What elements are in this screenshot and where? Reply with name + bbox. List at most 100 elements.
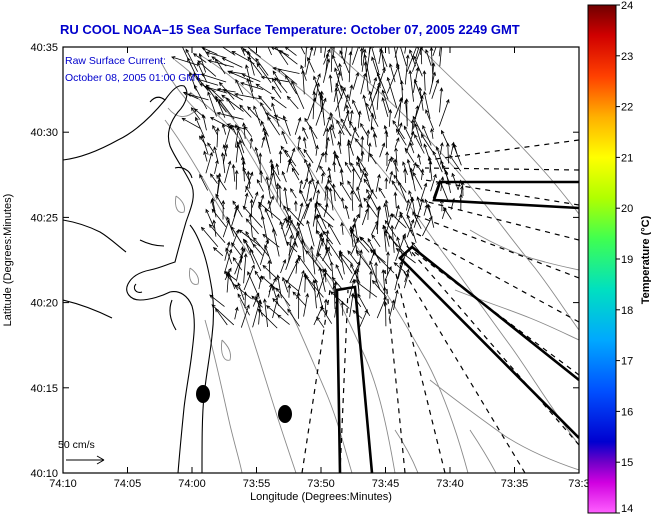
current-vector [261,120,269,137]
current-vector [260,238,269,265]
current-vector [284,149,297,167]
current-vector [412,115,424,136]
current-vector [265,176,271,199]
current-vector [457,179,462,191]
current-vector [347,250,358,265]
current-vector [275,182,280,203]
current-vector [303,292,309,317]
current-vector [348,84,354,101]
current-vector [403,125,414,145]
current-vector [280,259,287,274]
current-vector [211,208,227,228]
current-vector [439,47,442,67]
current-vector [422,124,432,146]
current-vector [254,146,261,165]
current-vector [369,153,377,165]
current-vector [277,314,290,325]
current-vector [357,249,363,271]
current-vector [220,152,226,174]
current-vector [323,115,331,137]
current-vector [285,75,297,95]
current-vector [366,194,371,208]
colorbar-ticks: 24 23 22 21 20 19 18 17 16 15 14 [616,0,633,515]
current-vector [221,47,236,56]
current-vector [340,300,345,316]
current-vector [234,247,246,275]
current-vector [390,224,395,253]
current-vector [388,235,405,253]
current-vector [252,243,263,256]
current-vector [257,308,278,329]
y-tick-label: 40:30 [30,127,58,139]
current-vector [192,53,207,63]
current-vector [409,142,415,154]
current-vector [413,55,423,77]
current-vector [292,291,307,307]
current-vector [190,107,201,120]
current-vector [430,127,434,139]
current-vector [349,229,370,253]
current-vector [207,59,235,68]
current-vector [390,156,399,172]
current-vector [325,127,330,149]
current-vector [297,254,316,280]
current-vector [351,167,356,193]
current-vector [382,224,387,252]
current-vector [328,187,334,211]
y-axis-ticks: 40:35 40:30 40:25 40:20 40:15 40:10 [30,42,579,480]
current-vector [420,133,434,154]
current-vector [404,98,409,127]
current-vector [394,260,403,291]
current-vector [367,142,372,162]
current-vector [249,137,254,149]
current-vector [381,89,390,112]
current-vector [281,130,288,145]
current-vector [350,190,354,211]
current-vector [243,291,248,309]
current-vector [252,236,270,257]
current-vector [247,47,262,58]
current-vector [392,180,398,191]
current-vector [431,78,440,99]
current-vector [214,159,219,174]
current-vector [340,84,352,110]
current-vector [261,135,266,148]
current-vector [216,111,244,120]
current-vector [185,48,198,72]
current-vector [248,213,253,238]
current-vector [275,287,291,307]
current-vector [242,47,261,66]
current-vector [272,286,279,306]
y-axis-label: Latitude (Degrees:Minutes) [2,194,14,327]
current-vector [221,94,244,112]
current-vector [240,304,250,328]
x-axis-label: Longitude (Degrees:Minutes) [250,491,392,503]
current-vector [257,201,281,221]
buoy-marker-south [278,405,292,423]
current-vector [331,276,344,291]
current-vector [343,47,348,65]
current-vector [213,146,219,162]
current-vector [224,124,232,146]
current-vector [348,51,353,83]
current-vector [340,197,345,209]
current-vector [195,78,219,86]
current-vector [264,244,273,264]
current-vectors [171,47,465,329]
current-vector [231,226,242,244]
current-vector [339,50,350,74]
current-vector [412,211,422,229]
current-vector [207,91,217,117]
map-area [63,47,579,473]
current-vector [245,185,254,199]
current-vector [379,142,386,158]
current-vector [394,137,400,148]
current-vector [284,279,300,292]
current-vector [181,117,201,129]
current-vector [222,89,244,101]
y-tick-label: 40:10 [30,468,58,480]
current-vector [392,120,405,140]
current-vector [316,229,332,257]
current-vector [340,118,352,137]
